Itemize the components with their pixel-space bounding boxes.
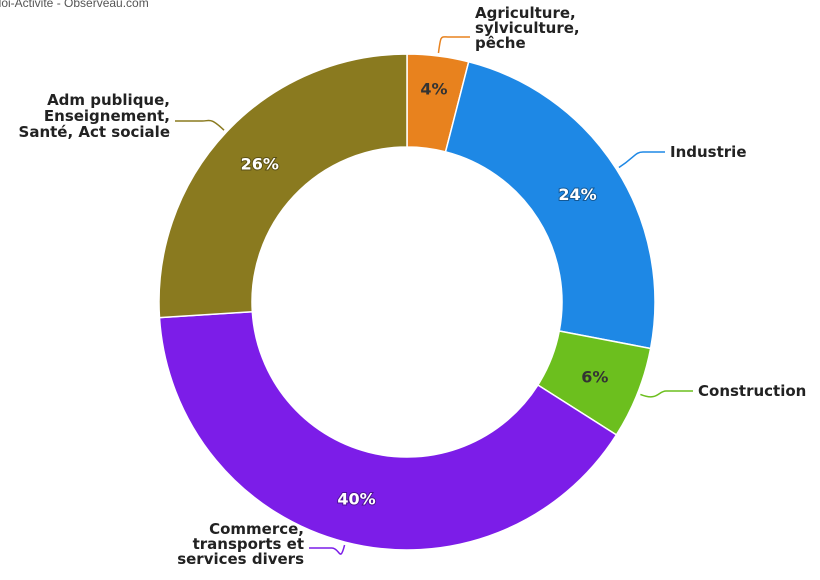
- category-label-agriculture-sylviculture-peche: Agriculture, sylviculture, pêche: [475, 4, 580, 52]
- source-credit: ploi-Activité - Observeau.com: [0, 0, 149, 10]
- slice-commerce-transports-et-services-divers[interactable]: [158, 310, 618, 551]
- leader-line-commerce-transports-et-services-divers: [309, 544, 346, 555]
- slice-industrie[interactable]: [444, 60, 656, 350]
- slice-adm-publique-enseignement-sante-act-sociale[interactable]: [158, 53, 408, 319]
- value-label-commerce-transports-et-services-divers: 40%: [337, 490, 375, 509]
- category-label-adm-publique-enseignement-sante-act-sociale: Adm publique, Enseignement, Santé, Act soc…: [19, 91, 170, 141]
- value-label-adm-publique-enseignement-sante-act-sociale: 26%: [241, 155, 279, 174]
- leader-line-construction: [640, 390, 693, 398]
- leader-line-adm-publique-enseignement-sante-act-sociale: [175, 119, 225, 131]
- value-label-agriculture-sylviculture-peche: 4%: [420, 80, 447, 99]
- category-label-construction: Construction: [698, 382, 806, 400]
- value-label-industrie: 24%: [558, 185, 596, 204]
- value-label-construction: 6%: [581, 367, 608, 386]
- leader-line-agriculture-sylviculture-peche: [437, 36, 470, 54]
- leader-line-industrie: [618, 151, 665, 169]
- category-label-industrie: Industrie: [670, 143, 747, 161]
- category-label-commerce-transports-et-services-divers: Commerce, transports et services divers: [177, 520, 304, 568]
